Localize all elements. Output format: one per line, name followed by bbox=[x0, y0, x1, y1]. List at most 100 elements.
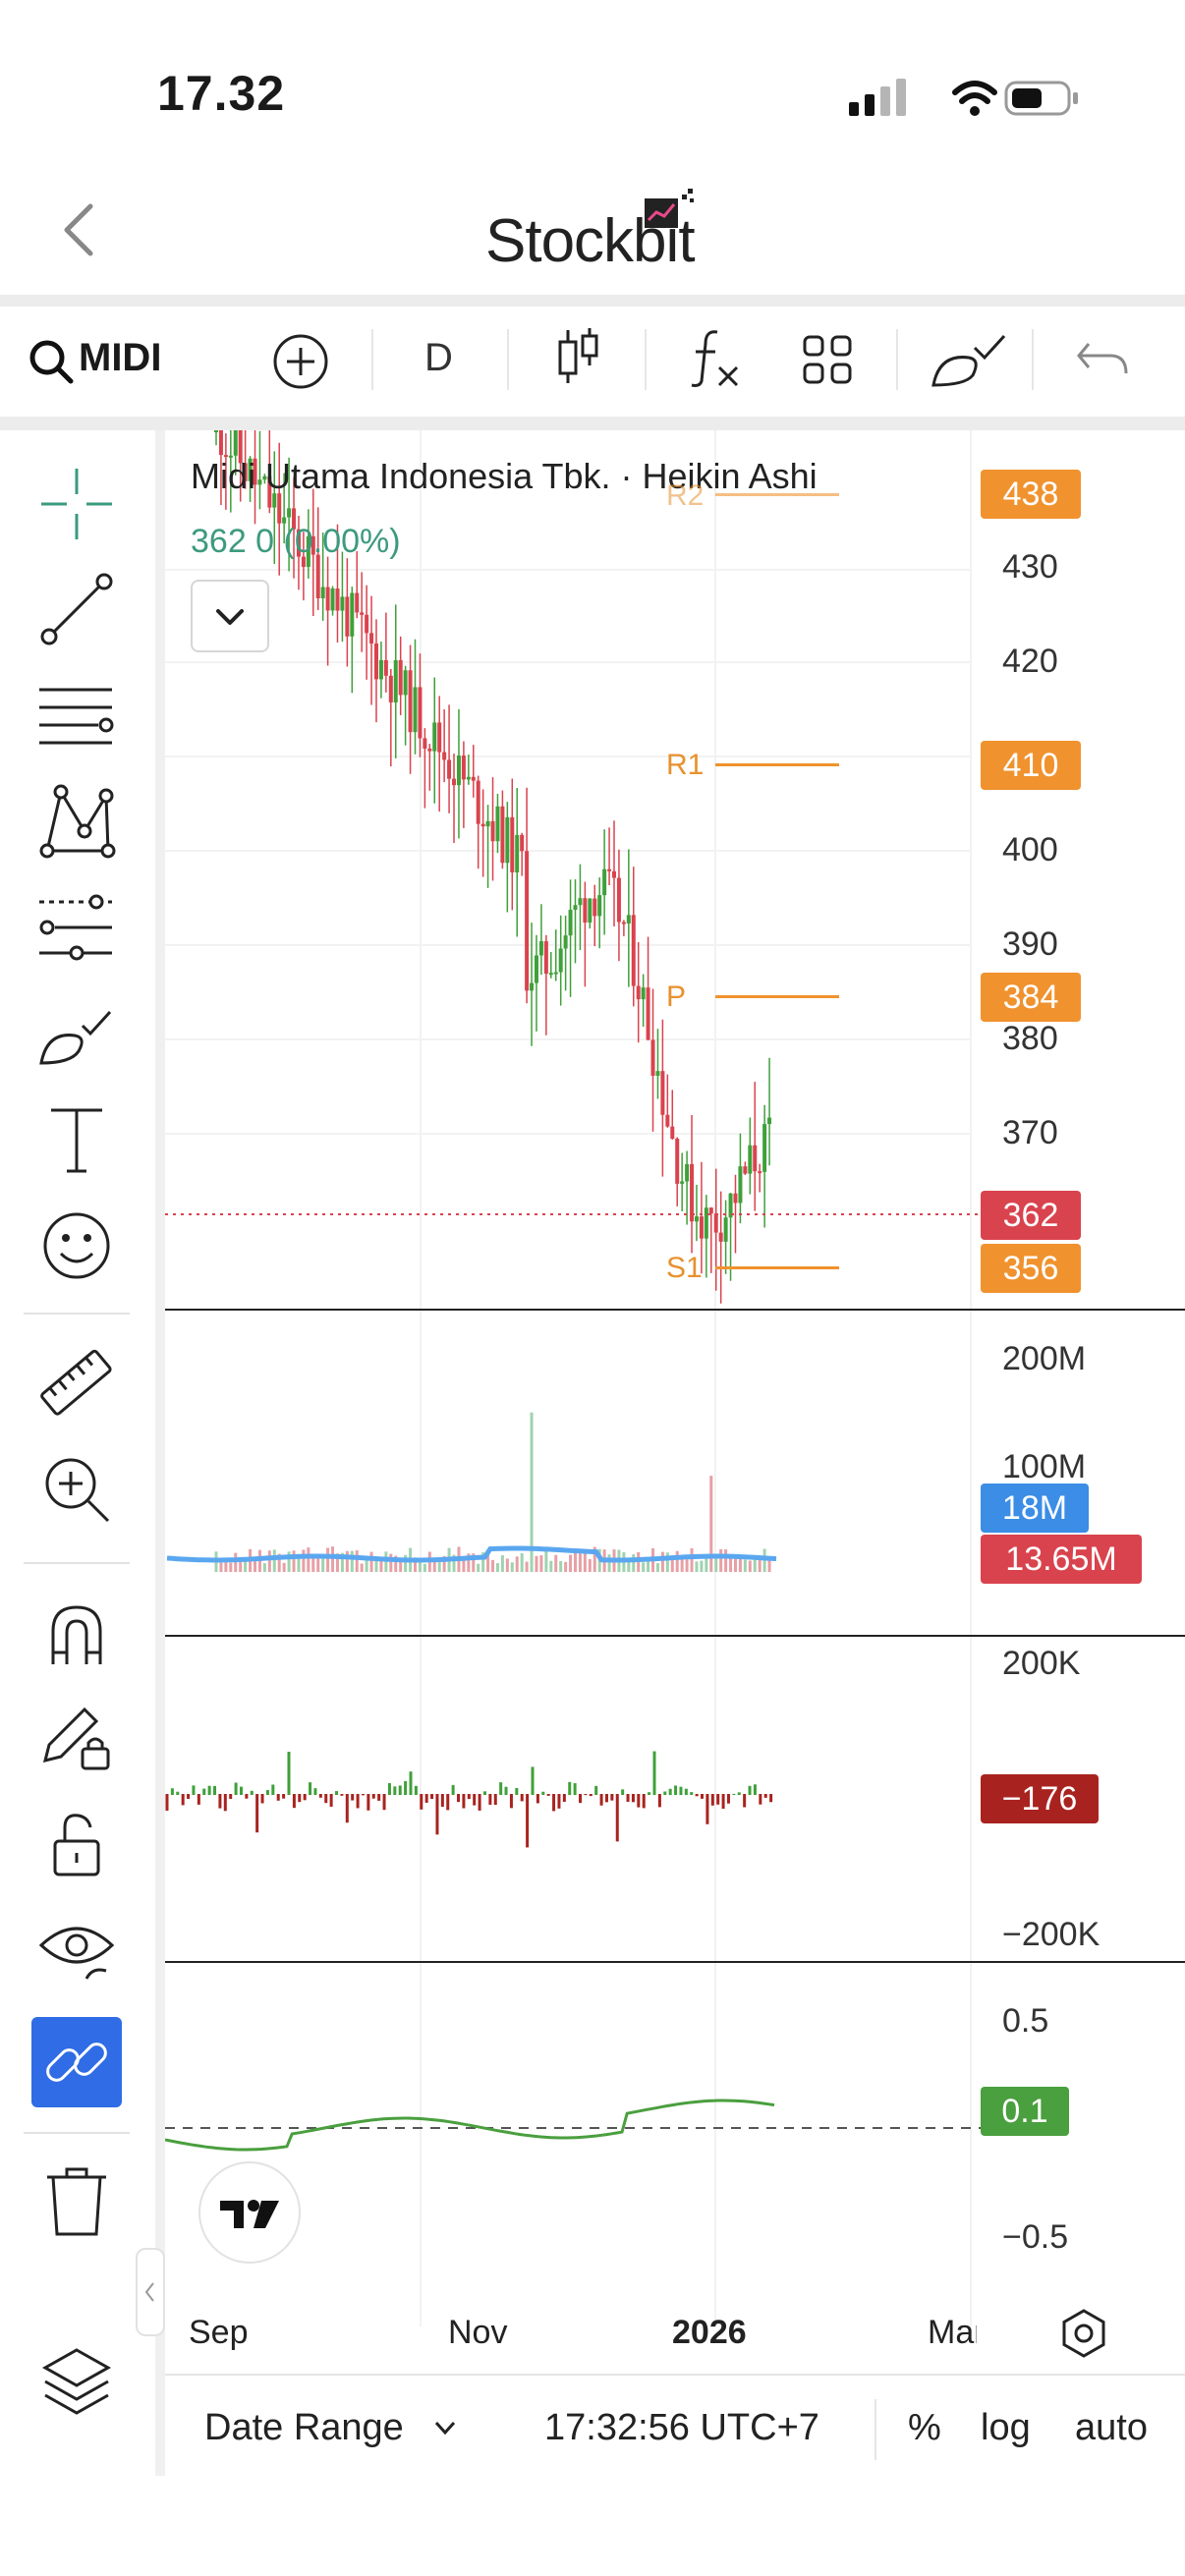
flow-bar bbox=[202, 1788, 206, 1795]
chart-area[interactable] bbox=[164, 430, 1185, 2374]
flow-bar bbox=[499, 1782, 503, 1795]
trend-line-icon[interactable] bbox=[37, 570, 116, 648]
candle-body bbox=[680, 1181, 685, 1184]
chart-canvas[interactable] bbox=[164, 430, 1185, 2374]
pivot-label-r1: R1 bbox=[666, 749, 705, 781]
text-icon[interactable] bbox=[37, 1100, 116, 1179]
flow-bar bbox=[446, 1794, 450, 1811]
toolbar-separator bbox=[645, 329, 647, 390]
volume-bar bbox=[481, 1552, 485, 1572]
tradingview-logo[interactable] bbox=[198, 2161, 301, 2264]
emoji-icon[interactable] bbox=[37, 1206, 116, 1285]
volume-bar bbox=[360, 1563, 364, 1572]
candle-body bbox=[282, 517, 287, 524]
pattern-icon[interactable] bbox=[37, 782, 116, 861]
flow-bar bbox=[737, 1792, 741, 1795]
flow-bar bbox=[414, 1785, 418, 1795]
battery-icon bbox=[1004, 81, 1078, 116]
chart-settings-icon[interactable] bbox=[1057, 2307, 1110, 2360]
pivot-line-s1[interactable] bbox=[715, 1266, 839, 1269]
zoom-in-icon[interactable] bbox=[37, 1450, 116, 1529]
search-icon[interactable] bbox=[28, 338, 75, 385]
candle-body bbox=[568, 910, 573, 936]
volume-bar bbox=[665, 1552, 669, 1572]
volume-bar bbox=[767, 1558, 771, 1572]
interval-button[interactable]: D bbox=[424, 336, 453, 379]
flow-bar bbox=[663, 1791, 667, 1795]
volume-bar bbox=[292, 1550, 296, 1572]
candle-body bbox=[325, 587, 330, 611]
candle-body bbox=[418, 687, 423, 739]
candle-style-icon[interactable] bbox=[556, 326, 603, 387]
back-chevron-icon[interactable] bbox=[57, 200, 100, 259]
volume-bar bbox=[530, 1412, 534, 1572]
candle-body bbox=[320, 587, 325, 598]
time-axis-label: Sep bbox=[189, 2314, 249, 2351]
pane-divider[interactable] bbox=[165, 1961, 1185, 1963]
volume-bar bbox=[331, 1546, 335, 1572]
symbol-button[interactable]: MIDI bbox=[79, 336, 162, 379]
sidebar-collapse-tab[interactable] bbox=[136, 2248, 165, 2336]
pivot-line-r2[interactable] bbox=[715, 493, 839, 496]
volume-bar bbox=[738, 1558, 742, 1572]
pivot-line-p[interactable] bbox=[715, 995, 839, 998]
pivot-line-r1[interactable] bbox=[715, 763, 839, 766]
ruler-icon[interactable] bbox=[37, 1344, 116, 1423]
volume-bar bbox=[404, 1554, 408, 1572]
percent-scale-button[interactable]: % bbox=[908, 2407, 941, 2448]
crosshair-icon[interactable] bbox=[37, 465, 116, 543]
unlock-icon[interactable] bbox=[37, 1804, 116, 1882]
candle-body bbox=[500, 806, 505, 864]
flow-bar bbox=[531, 1766, 535, 1795]
layers-icon[interactable] bbox=[37, 2344, 116, 2423]
candle-body bbox=[447, 759, 452, 779]
undo-icon[interactable] bbox=[1075, 340, 1130, 379]
volume-bar bbox=[583, 1548, 587, 1572]
trash-icon[interactable] bbox=[37, 2161, 116, 2240]
flow-bar bbox=[255, 1794, 259, 1833]
candle-body bbox=[733, 1193, 738, 1204]
volume-bar bbox=[462, 1557, 466, 1572]
volume-bar bbox=[234, 1552, 238, 1572]
flow-bar bbox=[371, 1794, 375, 1799]
volume-bar bbox=[592, 1546, 596, 1572]
drawing-brush-icon[interactable] bbox=[930, 330, 1008, 389]
brush-icon[interactable] bbox=[37, 994, 116, 1073]
volume-bar bbox=[267, 1550, 271, 1572]
flow-bar bbox=[340, 1794, 344, 1796]
pane-divider[interactable] bbox=[165, 1635, 1185, 1637]
indicators-fx-icon[interactable] bbox=[688, 328, 743, 389]
flow-bar bbox=[435, 1794, 439, 1835]
fib-retracement-icon[interactable] bbox=[37, 676, 116, 755]
candle-body bbox=[636, 985, 641, 1000]
flow-bar bbox=[223, 1794, 227, 1812]
volume-bar bbox=[365, 1560, 368, 1572]
volume-bar bbox=[539, 1555, 543, 1572]
candle-body bbox=[723, 1217, 728, 1242]
flow-bar bbox=[467, 1794, 471, 1800]
candle-body bbox=[233, 430, 238, 456]
link-toggle-button[interactable] bbox=[31, 2017, 122, 2107]
add-symbol-icon[interactable] bbox=[271, 332, 330, 391]
flow-bar bbox=[589, 1794, 592, 1797]
candle-body bbox=[423, 738, 427, 749]
timezone-clock[interactable]: 17:32:56 UTC+7 bbox=[544, 2407, 819, 2448]
magnet-icon[interactable] bbox=[37, 1594, 116, 1672]
volume-bar bbox=[467, 1553, 471, 1572]
flow-bar bbox=[716, 1794, 720, 1805]
layout-grid-icon[interactable] bbox=[802, 334, 853, 385]
volume-bar bbox=[569, 1554, 573, 1572]
toolbar-separator bbox=[896, 329, 898, 390]
date-range-button[interactable]: Date Range bbox=[204, 2407, 404, 2448]
log-scale-button[interactable]: log bbox=[981, 2407, 1031, 2448]
lock-drawing-icon[interactable] bbox=[37, 1698, 116, 1776]
prediction-icon[interactable] bbox=[37, 888, 116, 967]
volume-bar bbox=[477, 1563, 480, 1572]
volume-bar bbox=[680, 1558, 684, 1572]
volume-bar bbox=[559, 1560, 563, 1572]
legend-collapse-button[interactable] bbox=[191, 580, 269, 652]
candle-body bbox=[355, 592, 360, 613]
auto-scale-button[interactable]: auto bbox=[1075, 2407, 1148, 2448]
pane-divider[interactable] bbox=[165, 1309, 1185, 1311]
eye-icon[interactable] bbox=[37, 1910, 116, 1988]
